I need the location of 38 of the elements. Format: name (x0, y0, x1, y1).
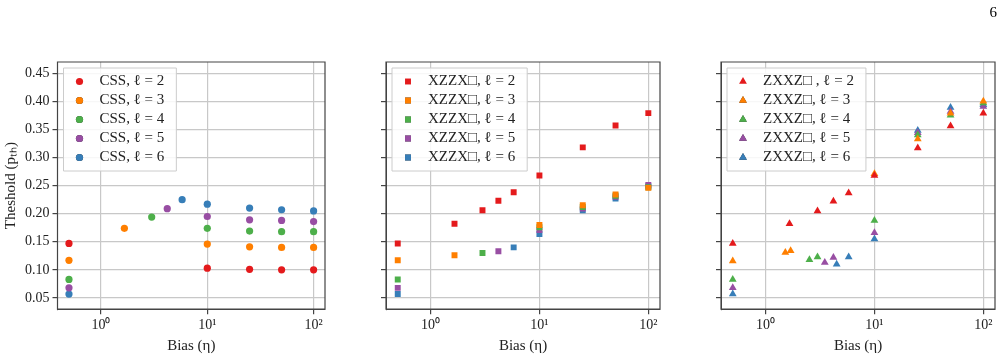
x-tick-label: 10² (639, 317, 658, 333)
legend-label: XZZX□, ℓ = 6 (428, 148, 516, 165)
x-tick-label: 10² (304, 317, 323, 333)
y-tick-label: 0.35 (25, 121, 50, 137)
text: 6 (989, 4, 997, 21)
legend-label: XZZX□, ℓ = 3 (428, 91, 516, 108)
legend-label: CSS, ℓ = 6 (99, 148, 165, 165)
y-tick-label: 0.10 (25, 261, 50, 277)
legend-label: ZXXZ□, ℓ = 6 (763, 148, 851, 165)
legend-label: ZXXZ□, ℓ = 3 (763, 91, 851, 108)
x-tick-label: 10⁰ (756, 317, 776, 333)
x-tick-label: 10⁰ (421, 317, 441, 333)
y-tick-label: 0.45 (25, 64, 50, 80)
y-axis-title: Theshold (pₜₕ) (1, 142, 19, 230)
x-tick-label: 10¹ (530, 317, 549, 333)
legend-label: ZXXZ□, ℓ = 5 (763, 129, 851, 146)
legend-label: XZZX□, ℓ = 2 (428, 72, 516, 89)
y-tick-label: 0.30 (25, 149, 50, 165)
y-tick-label: 0.25 (25, 177, 50, 193)
x-axis-title: Bias (η) (498, 336, 548, 354)
y-tick-label: 0.20 (25, 205, 50, 221)
y-tick-label: 0.15 (25, 233, 50, 249)
y-tick-label: 0.40 (25, 93, 50, 108)
x-tick-label: 10¹ (198, 317, 217, 333)
legend-label: CSS, ℓ = 5 (99, 129, 165, 146)
legend-label: XZZX□, ℓ = 5 (428, 129, 516, 146)
legend-label: CSS, ℓ = 4 (99, 110, 165, 127)
legend-label: ZXXZ□, ℓ = 4 (763, 110, 851, 127)
legend-label: ZXXZ□ , ℓ = 2 (763, 72, 854, 89)
x-tick-label: 10¹ (865, 317, 884, 333)
legend-label: XZZX□, ℓ = 4 (428, 110, 516, 127)
x-tick-label: 10² (974, 317, 993, 333)
x-tick-label: 10⁰ (91, 317, 111, 333)
x-axis-title: Bias (η) (833, 336, 883, 354)
legend-label: CSS, ℓ = 3 (99, 91, 165, 108)
y-tick-label: 0.05 (25, 289, 50, 305)
legend-label: CSS, ℓ = 2 (99, 72, 165, 89)
x-axis-title: Bias (η) (167, 336, 216, 354)
